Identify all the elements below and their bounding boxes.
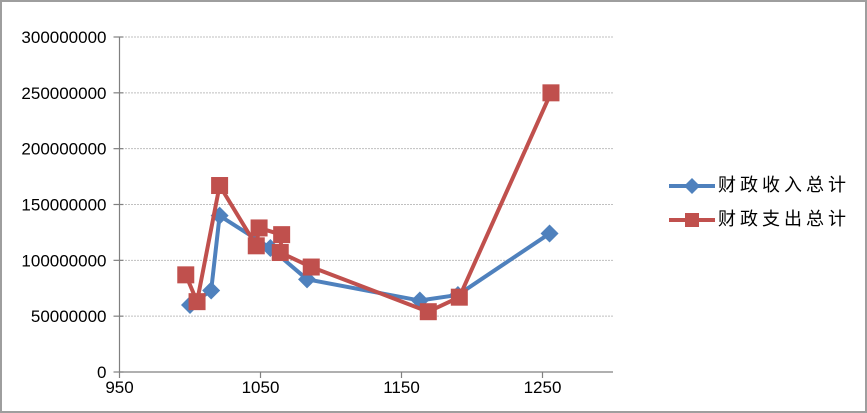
legend-label-revenue: 财政收入总计 bbox=[718, 175, 850, 195]
svg-text:100000000: 100000000 bbox=[21, 251, 106, 270]
legend-item-revenue[interactable]: 财政收入总计 bbox=[668, 175, 850, 196]
svg-text:200000000: 200000000 bbox=[21, 140, 106, 159]
svg-text:50000000: 50000000 bbox=[31, 307, 107, 326]
svg-text:0: 0 bbox=[97, 363, 106, 382]
svg-text:950: 950 bbox=[105, 378, 133, 397]
svg-text:1050: 1050 bbox=[242, 378, 280, 397]
svg-text:150000000: 150000000 bbox=[21, 196, 106, 215]
legend-marker-revenue-icon bbox=[668, 176, 716, 196]
svg-text:1150: 1150 bbox=[383, 378, 420, 397]
chart-legend: 财政收入总计 财政支出总计 bbox=[668, 175, 850, 230]
svg-text:300000000: 300000000 bbox=[21, 28, 106, 47]
legend-item-expenditure[interactable]: 财政支出总计 bbox=[668, 209, 850, 230]
legend-label-expenditure: 财政支出总计 bbox=[718, 209, 850, 229]
legend-marker-expenditure-icon bbox=[668, 210, 716, 230]
svg-text:250000000: 250000000 bbox=[21, 84, 106, 103]
svg-text:1250: 1250 bbox=[524, 378, 562, 397]
